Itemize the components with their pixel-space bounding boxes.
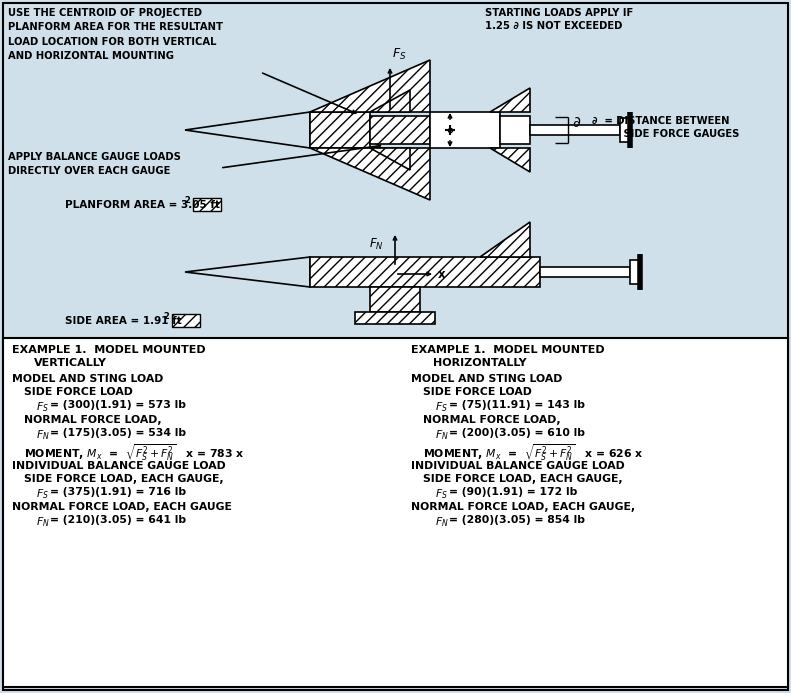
- Bar: [193, 198, 221, 211]
- Text: MODEL AND STING LOAD: MODEL AND STING LOAD: [411, 374, 562, 384]
- Text: SIDE FORCE LOAD, EACH GAUGE,: SIDE FORCE LOAD, EACH GAUGE,: [24, 474, 224, 484]
- Text: STARTING LOADS APPLY IF: STARTING LOADS APPLY IF: [485, 8, 634, 18]
- Text: SIDE AREA = 1.91 ft: SIDE AREA = 1.91 ft: [65, 316, 182, 326]
- Bar: [3, 338, 788, 687]
- Text: 1.25 ∂ IS NOT EXCEEDED: 1.25 ∂ IS NOT EXCEEDED: [485, 21, 623, 31]
- Bar: [310, 257, 540, 287]
- Bar: [630, 260, 640, 284]
- Text: $F_S$: $F_S$: [392, 47, 407, 62]
- Text: $F_S$: $F_S$: [435, 487, 448, 501]
- Text: x: x: [438, 267, 445, 281]
- Text: $F_N$: $F_N$: [435, 428, 448, 442]
- Text: = (375)(1.91) = 716 lb: = (375)(1.91) = 716 lb: [50, 487, 186, 497]
- Polygon shape: [490, 88, 530, 112]
- Text: INDIVIDUAL BALANCE GAUGE LOAD: INDIVIDUAL BALANCE GAUGE LOAD: [12, 461, 225, 471]
- Polygon shape: [185, 257, 310, 287]
- Text: MOMENT, $M_x$  =  $\sqrt{F_S^2+F_N^2}$   x = 783 x: MOMENT, $M_x$ = $\sqrt{F_S^2+F_N^2}$ x =…: [24, 443, 244, 464]
- Text: NORMAL FORCE LOAD,: NORMAL FORCE LOAD,: [24, 415, 161, 425]
- Text: = (75)(11.91) = 143 lb: = (75)(11.91) = 143 lb: [449, 400, 585, 410]
- Bar: [430, 112, 500, 148]
- Text: = (280)(3.05) = 854 lb: = (280)(3.05) = 854 lb: [449, 515, 585, 525]
- Text: = (175)(3.05) = 534 lb: = (175)(3.05) = 534 lb: [50, 428, 186, 438]
- Bar: [310, 112, 370, 148]
- Text: = (200)(3.05) = 610 lb: = (200)(3.05) = 610 lb: [449, 428, 585, 438]
- Text: = (90)(1.91) = 172 lb: = (90)(1.91) = 172 lb: [449, 487, 577, 497]
- Text: = (300)(1.91) = 573 lb: = (300)(1.91) = 573 lb: [50, 400, 186, 410]
- Bar: [370, 287, 420, 312]
- Bar: [172, 314, 200, 327]
- Bar: [540, 267, 630, 277]
- Polygon shape: [370, 90, 410, 112]
- Text: SIDE FORCE LOAD: SIDE FORCE LOAD: [423, 387, 532, 397]
- Bar: [355, 312, 435, 324]
- Text: VERTICALLY: VERTICALLY: [34, 358, 107, 368]
- Text: $F_N$: $F_N$: [369, 236, 384, 252]
- Text: $F_S$: $F_S$: [435, 400, 448, 414]
- Polygon shape: [310, 148, 430, 200]
- Text: $F_N$: $F_N$: [435, 515, 448, 529]
- Text: = (210)(3.05) = 641 lb: = (210)(3.05) = 641 lb: [50, 515, 186, 525]
- Text: ∂  = DISTANCE BETWEEN: ∂ = DISTANCE BETWEEN: [592, 116, 729, 126]
- Text: INDIVIDUAL BALANCE GAUGE LOAD: INDIVIDUAL BALANCE GAUGE LOAD: [411, 461, 625, 471]
- Text: $F_S$: $F_S$: [36, 400, 49, 414]
- Text: EXAMPLE 1.  MODEL MOUNTED: EXAMPLE 1. MODEL MOUNTED: [12, 345, 206, 355]
- Text: $F_N$: $F_N$: [36, 428, 50, 442]
- Bar: [500, 116, 530, 144]
- Text: MOMENT, $M_x$  =  $\sqrt{F_S^2+F_N^2}$   x = 626 x: MOMENT, $M_x$ = $\sqrt{F_S^2+F_N^2}$ x =…: [423, 443, 644, 464]
- Text: PLANFORM AREA = 3.05 ft: PLANFORM AREA = 3.05 ft: [65, 200, 220, 210]
- Polygon shape: [490, 148, 530, 172]
- Text: NORMAL FORCE LOAD,: NORMAL FORCE LOAD,: [423, 415, 561, 425]
- Text: SIDE FORCE LOAD: SIDE FORCE LOAD: [24, 387, 133, 397]
- Text: 2: 2: [163, 312, 168, 321]
- Polygon shape: [370, 148, 410, 170]
- Text: SIDE FORCE GAUGES: SIDE FORCE GAUGES: [592, 129, 740, 139]
- Text: SIDE FORCE LOAD, EACH GAUGE,: SIDE FORCE LOAD, EACH GAUGE,: [423, 474, 623, 484]
- Polygon shape: [310, 60, 430, 112]
- Polygon shape: [480, 222, 530, 257]
- Bar: [370, 116, 430, 144]
- Text: MODEL AND STING LOAD: MODEL AND STING LOAD: [12, 374, 164, 384]
- Text: NORMAL FORCE LOAD, EACH GAUGE: NORMAL FORCE LOAD, EACH GAUGE: [12, 502, 232, 512]
- Text: $\partial$: $\partial$: [572, 115, 581, 130]
- Text: $F_N$: $F_N$: [36, 515, 50, 529]
- Text: 2: 2: [184, 196, 190, 205]
- Polygon shape: [185, 112, 310, 148]
- Bar: [620, 118, 630, 142]
- Bar: [530, 125, 620, 135]
- Text: USE THE CENTROID OF PROJECTED
PLANFORM AREA FOR THE RESULTANT
LOAD LOCATION FOR : USE THE CENTROID OF PROJECTED PLANFORM A…: [8, 8, 223, 61]
- Text: APPLY BALANCE GAUGE LOADS
DIRECTLY OVER EACH GAUGE: APPLY BALANCE GAUGE LOADS DIRECTLY OVER …: [8, 152, 181, 177]
- Text: NORMAL FORCE LOAD, EACH GAUGE,: NORMAL FORCE LOAD, EACH GAUGE,: [411, 502, 635, 512]
- Text: HORIZONTALLY: HORIZONTALLY: [433, 358, 527, 368]
- Text: EXAMPLE 1.  MODEL MOUNTED: EXAMPLE 1. MODEL MOUNTED: [411, 345, 604, 355]
- Text: $F_S$: $F_S$: [36, 487, 49, 501]
